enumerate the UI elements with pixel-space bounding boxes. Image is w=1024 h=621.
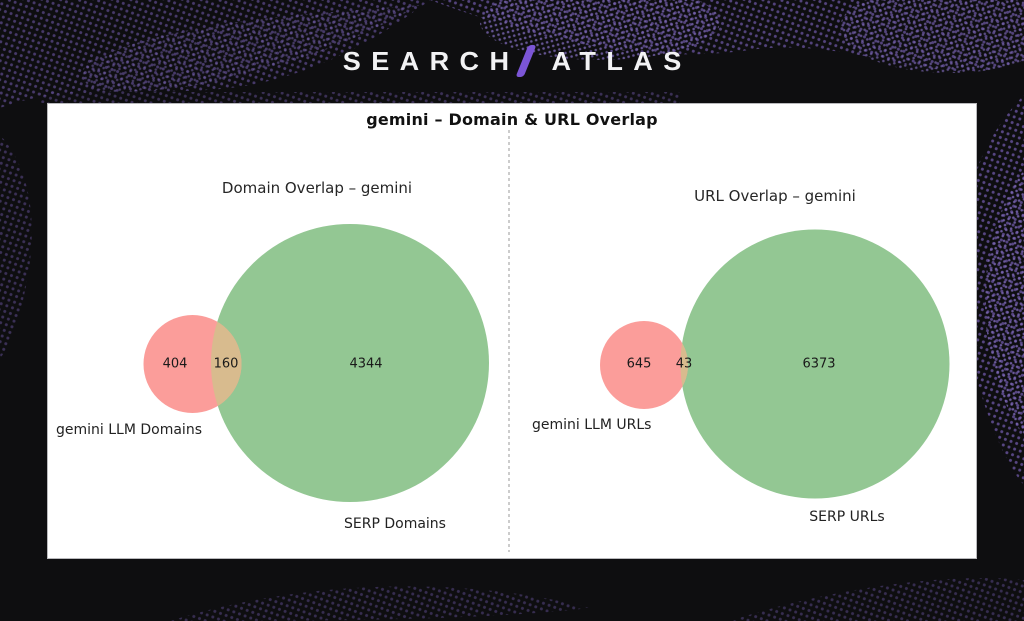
- llm-urls-circle: [600, 321, 688, 409]
- set-label-serp-urls: SERP URLs: [809, 509, 884, 525]
- set-label-serp-domains: SERP Domains: [344, 516, 446, 532]
- venn-url-overlap: URL Overlap – gemini 645 43 6373 gemini …: [532, 187, 950, 525]
- card-title: gemini – Domain & URL Overlap: [366, 110, 658, 129]
- subplot-title-url: URL Overlap – gemini: [694, 187, 856, 205]
- logo-text-search: SEARCH: [342, 45, 520, 76]
- set-label-llm-urls: gemini LLM URLs: [532, 417, 651, 433]
- serp-domains-circle: [211, 224, 489, 502]
- brand-logo: SEARCH ATLAS: [0, 42, 1024, 80]
- url-overlap-value: 43: [676, 357, 693, 372]
- venn-charts: Domain Overlap – gemini 404 160 4344 gem…: [56, 130, 950, 552]
- domain-overlap-value: 160: [214, 357, 239, 372]
- serp-urls-circle: [680, 229, 950, 499]
- url-right-only-value: 6373: [802, 357, 835, 372]
- domain-right-only-value: 4344: [349, 357, 382, 372]
- domain-overlap-lens: [211, 315, 242, 413]
- logo-text-atlas: ATLAS: [551, 45, 692, 76]
- chart-card: gemini – Domain & URL Overlap Domain Ove…: [47, 103, 977, 559]
- subplot-title-domain: Domain Overlap – gemini: [222, 179, 412, 197]
- domain-left-only-value: 404: [163, 357, 188, 372]
- venn-domain-overlap: Domain Overlap – gemini 404 160 4344 gem…: [56, 179, 489, 532]
- url-left-only-value: 645: [627, 357, 652, 372]
- set-label-llm-domains: gemini LLM Domains: [56, 422, 202, 438]
